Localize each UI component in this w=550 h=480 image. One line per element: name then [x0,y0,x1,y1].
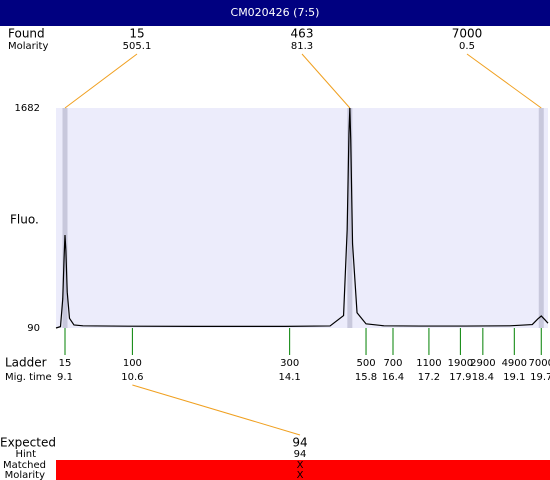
hint-label: Hint [15,449,36,460]
matched-bar [56,460,550,480]
molarity-value: X [297,470,304,480]
found-molarity: 505.1 [123,41,152,52]
ladder-size: 700 [383,358,402,369]
trace [55,107,549,329]
peak-connector [301,53,351,109]
y-tick-label: 1682 [15,103,40,114]
ladder-time: 19.7 [530,372,550,383]
peak-connector [466,53,542,109]
ladder-label: Ladder [5,356,47,370]
found-size: 463 [291,27,314,41]
ladder-size: 1900 [448,358,473,369]
peak-connector [64,53,138,109]
expected-label: Expected [0,436,56,450]
ladder-time: 17.9 [449,372,471,383]
header-title: CM020426 (7:5) [231,6,320,19]
hint-value: 94 [294,449,307,460]
matched-value: X [297,460,304,471]
peak-band [62,108,68,328]
ladder-size: 4900 [502,358,527,369]
ladder-size: 1100 [416,358,441,369]
y-tick-label: 90 [27,323,40,334]
peak-band [538,108,544,328]
mig-time-label: Mig. time [5,372,52,383]
ladder-size: 100 [123,358,142,369]
expected-value: 94 [292,436,307,450]
ladder-time: 16.4 [382,372,404,383]
peak-band [347,108,353,328]
ladder-time: 17.2 [418,372,440,383]
molarity-row-label: Molarity [5,470,45,480]
ladder-size: 7000 [529,358,550,369]
found-molarity: 81.3 [291,41,313,52]
ladder-time: 15.8 [355,372,377,383]
found-size: 7000 [452,27,483,41]
found-label: Found [8,27,45,41]
expected-connector [132,384,301,436]
ladder-time: 18.4 [472,372,494,383]
ladder-time: 9.1 [57,372,73,383]
molarity-label: Molarity [8,41,48,52]
ladder-size: 300 [280,358,299,369]
found-molarity: 0.5 [459,41,475,52]
ladder-size: 2900 [470,358,495,369]
ladder-time: 19.1 [503,372,525,383]
matched-label: Matched [3,460,46,471]
y-axis-label: Fluo. [10,213,39,227]
ladder-time: 14.1 [279,372,301,383]
ladder-time: 10.6 [121,372,143,383]
ladder-size: 500 [356,358,375,369]
header-bar [0,0,550,26]
ladder-size: 15 [59,358,72,369]
plot-area [56,108,548,328]
found-size: 15 [129,27,144,41]
